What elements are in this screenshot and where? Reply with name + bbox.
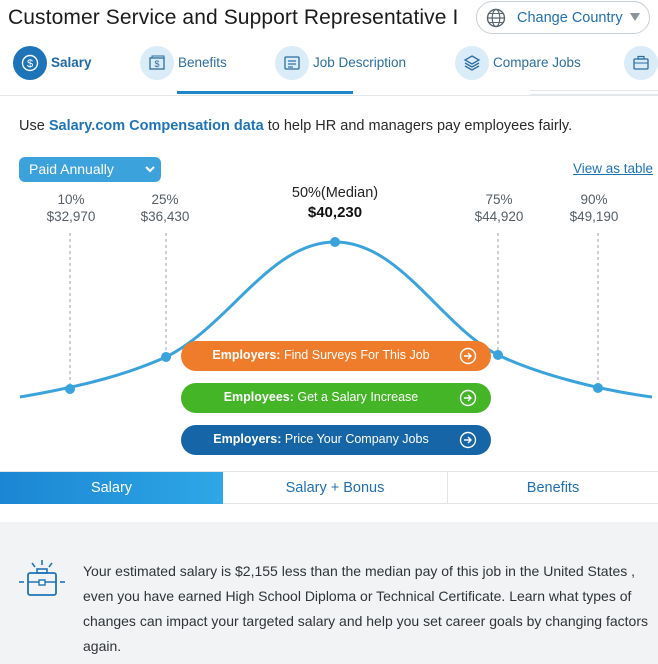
arrow-right-circle-icon (459, 347, 477, 365)
percentile-label: 90% (580, 192, 608, 207)
tab-salary-view[interactable]: Salary (0, 472, 223, 504)
svg-text:$: $ (154, 59, 159, 69)
tab-benefits[interactable]: $ Benefits (140, 40, 240, 96)
tab-compare-jobs[interactable]: Compare Jobs (455, 40, 585, 96)
cta-audience: Employees: (223, 390, 294, 404)
percentile-75: 75% $44,920 (464, 191, 534, 225)
cta-audience: Employers: (213, 432, 282, 446)
page-title: Customer Service and Support Representat… (8, 6, 459, 29)
percentile-90-point (593, 383, 603, 393)
salary-increase-button[interactable]: Employees: Get a Salary Increase (181, 383, 491, 413)
median-label: 50%(Median) (291, 185, 379, 201)
find-surveys-label: Employers: Find Surveys For This Job (181, 348, 461, 362)
salary-increase-label: Employees: Get a Salary Increase (181, 390, 461, 404)
percentile-10: 10% $32,970 (36, 191, 106, 225)
tab-benefits-label: Benefits (178, 55, 227, 70)
tab-salary[interactable]: $ Salary (13, 40, 113, 96)
section-tabs: $ Salary $ Benefits Job Description Comp… (0, 40, 658, 96)
compensation-data-link[interactable]: Salary.com Compensation data (48, 118, 264, 134)
tab-more[interactable] (624, 40, 658, 96)
find-surveys-button[interactable]: Employers: Find Surveys For This Job (181, 341, 491, 371)
view-as-table-link[interactable]: View as table (573, 161, 654, 176)
cta-text: Find Surveys For This Job (280, 348, 430, 362)
distribution-curve (19, 240, 653, 399)
change-country-button[interactable]: Change Country (476, 1, 650, 34)
layers-icon (455, 46, 489, 80)
dollar-icon: $ (13, 46, 47, 80)
median-value: $40,230 (307, 204, 363, 221)
percentile-75-point (493, 350, 503, 360)
tab-salary-label: Salary (51, 55, 92, 70)
briefcase-alert-icon (19, 560, 65, 596)
percentile-median: 50%(Median) $40,230 (284, 183, 386, 223)
briefcase-icon (624, 46, 658, 80)
price-jobs-label: Employers: Price Your Company Jobs (181, 432, 461, 446)
price-jobs-button[interactable]: Employers: Price Your Company Jobs (181, 425, 491, 455)
chevron-down-icon (145, 166, 155, 173)
percentile-label: 25% (151, 192, 179, 207)
caret-down-icon (630, 13, 640, 21)
compensation-tabs: Salary Salary + Bonus Benefits (0, 471, 658, 504)
tab-job-description[interactable]: Job Description (275, 40, 415, 96)
arrow-right-circle-icon (459, 389, 477, 407)
page-header: Customer Service and Support Representat… (0, 0, 658, 40)
median-point (330, 237, 340, 247)
percentile-25: 25% $36,430 (130, 191, 200, 225)
percentile-25-point (161, 352, 171, 362)
percentile-value: $44,920 (474, 209, 524, 224)
pay-period-select[interactable]: Paid Annually (19, 157, 161, 182)
percentile-label: 10% (57, 192, 85, 207)
percentile-10-point (65, 384, 75, 394)
tab-compare-jobs-label: Compare Jobs (493, 55, 581, 70)
intro-text: Use Salary.com Compensation data to help… (19, 118, 572, 134)
tab-divider (530, 90, 658, 95)
cta-audience: Employers: (212, 348, 281, 362)
cta-text: Get a Salary Increase (293, 390, 419, 404)
tab-salary-bonus[interactable]: Salary + Bonus (285, 480, 385, 496)
percentile-value: $32,970 (46, 209, 96, 224)
salary-distribution-curve (19, 233, 653, 399)
active-tab-indicator (177, 91, 353, 94)
money-icon: $ (140, 46, 174, 80)
percentile-90: 90% $49,190 (559, 191, 629, 225)
salary-insight-text: Your estimated salary is $2,155 less tha… (83, 563, 648, 654)
salary-insight-panel: Your estimated salary is $2,155 less tha… (0, 522, 658, 664)
cta-text: Price Your Company Jobs (281, 432, 429, 446)
intro-prefix: Use (19, 118, 49, 134)
pay-period-value: Paid Annually (29, 161, 114, 177)
percentile-label: 75% (485, 192, 513, 207)
arrow-right-circle-icon (459, 431, 477, 449)
percentile-value: $49,190 (569, 209, 619, 224)
intro-suffix: to help HR and managers pay employees fa… (263, 118, 573, 134)
tab-job-description-label: Job Description (313, 55, 407, 70)
svg-text:$: $ (27, 58, 33, 70)
change-country-label: Change Country (517, 10, 623, 26)
percentile-value: $36,430 (140, 209, 190, 224)
tab-benefits-view[interactable]: Benefits (447, 472, 658, 504)
globe-icon (486, 8, 506, 28)
document-icon (275, 46, 309, 80)
